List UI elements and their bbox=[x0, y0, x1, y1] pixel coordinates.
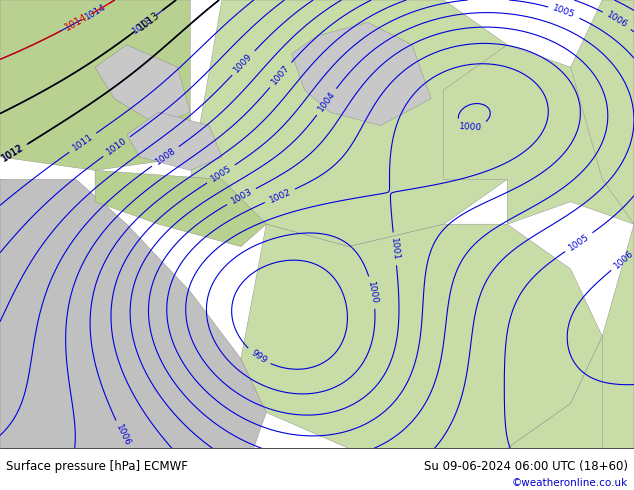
Text: 1013: 1013 bbox=[136, 10, 161, 32]
Polygon shape bbox=[127, 112, 222, 171]
Polygon shape bbox=[95, 45, 190, 125]
Text: 1009: 1009 bbox=[232, 51, 254, 74]
Text: 1006: 1006 bbox=[612, 248, 634, 270]
Polygon shape bbox=[0, 179, 203, 448]
Text: 999: 999 bbox=[249, 348, 268, 366]
Polygon shape bbox=[0, 179, 222, 448]
Polygon shape bbox=[241, 224, 602, 448]
Text: 1005: 1005 bbox=[567, 232, 591, 252]
Text: 1010: 1010 bbox=[105, 136, 129, 157]
Text: 1002: 1002 bbox=[268, 187, 292, 204]
Text: 1006: 1006 bbox=[114, 423, 132, 448]
Text: 1000: 1000 bbox=[459, 122, 482, 132]
Polygon shape bbox=[190, 0, 539, 246]
Text: Su 09-06-2024 06:00 UTC (18+60): Su 09-06-2024 06:00 UTC (18+60) bbox=[424, 460, 628, 473]
Polygon shape bbox=[444, 45, 634, 224]
Text: 1012: 1012 bbox=[0, 142, 26, 164]
Text: 1005: 1005 bbox=[552, 4, 576, 20]
Text: 1008: 1008 bbox=[153, 146, 178, 167]
Text: 1005: 1005 bbox=[209, 164, 233, 184]
Polygon shape bbox=[0, 179, 266, 448]
Polygon shape bbox=[0, 0, 190, 171]
Text: Surface pressure [hPa] ECMWF: Surface pressure [hPa] ECMWF bbox=[6, 460, 188, 473]
Text: 1006: 1006 bbox=[605, 10, 629, 30]
Text: 1014: 1014 bbox=[63, 12, 89, 33]
Text: 1000: 1000 bbox=[366, 280, 379, 304]
Text: 1004: 1004 bbox=[316, 90, 337, 114]
Text: 1003: 1003 bbox=[229, 187, 254, 206]
Polygon shape bbox=[95, 171, 266, 246]
Text: 1001: 1001 bbox=[389, 237, 401, 261]
Polygon shape bbox=[292, 23, 431, 125]
Text: 1014: 1014 bbox=[83, 2, 108, 21]
Text: 1011: 1011 bbox=[71, 132, 94, 153]
Text: ©weatheronline.co.uk: ©weatheronline.co.uk bbox=[512, 478, 628, 488]
Polygon shape bbox=[507, 269, 634, 448]
Text: 1007: 1007 bbox=[269, 63, 292, 87]
Polygon shape bbox=[571, 0, 634, 448]
Text: 1012: 1012 bbox=[1, 144, 25, 163]
Text: 1013: 1013 bbox=[131, 15, 155, 36]
